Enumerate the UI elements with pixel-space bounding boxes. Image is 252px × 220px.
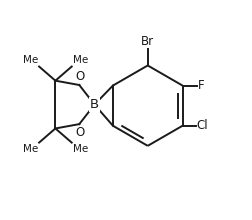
Text: Cl: Cl: [197, 119, 208, 132]
Text: Br: Br: [141, 35, 154, 48]
Text: F: F: [198, 79, 204, 92]
Text: Me: Me: [23, 55, 38, 66]
Text: Me: Me: [23, 144, 38, 154]
Text: Me: Me: [73, 55, 88, 66]
Text: Me: Me: [73, 144, 88, 154]
Text: B: B: [90, 98, 99, 111]
Text: O: O: [76, 126, 85, 139]
Text: O: O: [76, 70, 85, 83]
